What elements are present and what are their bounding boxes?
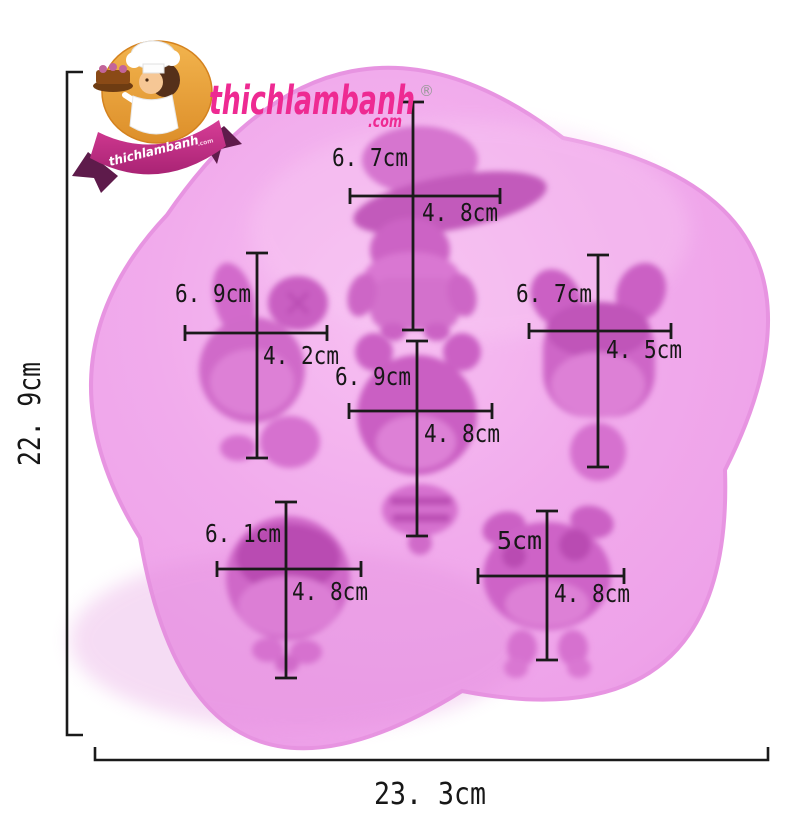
mold-photo — [70, 65, 770, 751]
rabbit-height-line — [246, 251, 268, 460]
cow-width-line — [476, 568, 626, 584]
cow-width-label: 4. 8cm — [554, 579, 630, 608]
registered-trademark-icon: ® — [419, 82, 434, 100]
santa-height-line — [402, 100, 424, 332]
rabbit-width-line — [183, 325, 329, 341]
overall-height-label: 22. 9cm — [13, 362, 48, 466]
rabbit-height-label: 6. 9cm — [175, 279, 251, 308]
overall-height-bracket — [65, 70, 83, 737]
badge-ribbon-tld: .com — [197, 137, 214, 148]
santa-width-line — [348, 188, 502, 204]
pig-width-label: 4. 8cm — [292, 577, 368, 606]
bear-height-line — [406, 339, 428, 538]
santa-height-label: 6. 7cm — [332, 143, 408, 172]
brand-logo: thichlambanh .com thichlambanh ® .com — [72, 40, 434, 193]
cavity-rabbit — [199, 262, 328, 468]
brand-wordmark: thichlambanh — [209, 78, 415, 124]
pig-height-line — [275, 500, 297, 680]
cow-height-label: 5cm — [497, 526, 542, 555]
rabbit-width-label: 4. 2cm — [263, 341, 339, 370]
brand-tld: .com — [368, 112, 402, 132]
bear-width-line — [347, 403, 494, 419]
brand-badge-icon: thichlambanh .com — [72, 40, 242, 193]
pig-height-label: 6. 1cm — [205, 519, 281, 548]
cat-width-line — [527, 323, 673, 339]
overall-width-label: 23. 3cm — [374, 777, 486, 812]
overall-width-bracket — [93, 747, 770, 762]
cow-height-line — [536, 509, 558, 662]
cat-width-label: 4. 5cm — [606, 335, 682, 364]
cavity-pig — [226, 516, 350, 673]
mold-shade — [70, 550, 530, 730]
cat-height-label: 6. 7cm — [516, 279, 592, 308]
pig-width-line — [215, 561, 363, 577]
bear-height-label: 6. 9cm — [335, 362, 411, 391]
cat-height-line — [587, 253, 609, 469]
bear-width-label: 4. 8cm — [424, 419, 500, 448]
santa-width-label: 4. 8cm — [422, 198, 498, 227]
dimension-annotations: 6. 7cm 4. 8cm 6. 9cm 4. 2cm 6. 7cm 4. 5c… — [13, 70, 770, 812]
